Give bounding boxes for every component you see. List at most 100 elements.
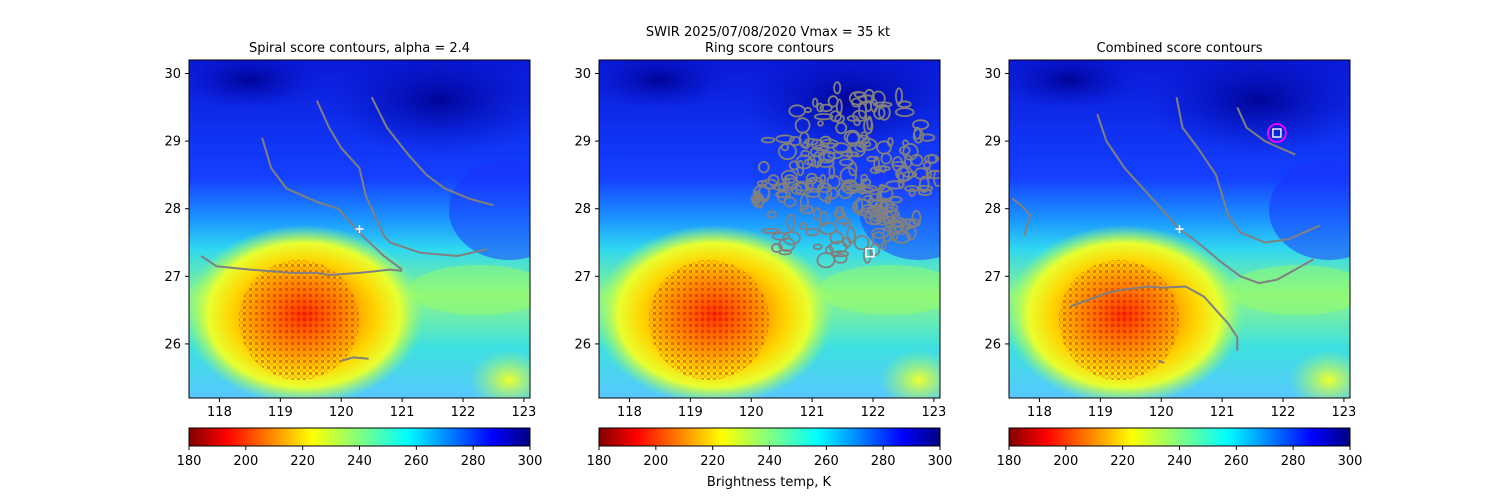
colorbar-tick-label: 260 xyxy=(1224,454,1249,469)
center-marker-circle xyxy=(1267,123,1287,143)
x-tick-label: 123 xyxy=(511,405,536,420)
ring-contour xyxy=(895,166,914,182)
panel-2: Ring score contours 118 119 120 121 122 123 26 2… xyxy=(574,41,953,469)
ring-contour xyxy=(788,104,806,118)
ring-contour xyxy=(834,114,845,124)
ring-contour xyxy=(838,185,853,200)
ring-contour xyxy=(799,193,809,211)
ring-contour xyxy=(831,250,850,258)
y-tick-label: 28 xyxy=(984,202,1001,217)
ring-contour xyxy=(866,155,878,163)
ring-contour xyxy=(905,225,917,241)
ring-contour xyxy=(923,154,940,164)
x-tick-label: 119 xyxy=(268,405,293,420)
ring-contour xyxy=(817,120,824,127)
panel-1: Spiral score contours, alpha = 2.4 118 119… xyxy=(164,41,542,469)
ring-contour xyxy=(766,210,777,219)
ring-contour xyxy=(848,161,858,177)
colorbar-tick-label: 300 xyxy=(928,454,953,469)
ring-contour xyxy=(829,230,844,245)
x-tick-label: 121 xyxy=(1210,405,1235,420)
ring-contour xyxy=(845,185,861,192)
ring-contour xyxy=(833,81,842,95)
ring-contour xyxy=(813,112,834,121)
ring-contour xyxy=(870,227,890,240)
ring-contour xyxy=(902,143,919,161)
y-tick-label: 28 xyxy=(164,202,181,217)
colorbar-tick-label: 220 xyxy=(1110,454,1135,469)
ring-contour xyxy=(879,164,887,173)
ring-contour xyxy=(780,143,789,152)
colorbar-gradient xyxy=(598,427,941,447)
colorbar-tick-label: 180 xyxy=(177,454,202,469)
ring-contour xyxy=(800,149,811,158)
colorbar-tick-label: 180 xyxy=(587,454,612,469)
colorbar-tick-label: 280 xyxy=(461,454,486,469)
y-tick-label: 30 xyxy=(984,67,1001,82)
colorbar-tick-label: 200 xyxy=(233,454,258,469)
brightness-temp-field xyxy=(599,60,940,398)
colorbar-tick-label: 200 xyxy=(1053,454,1078,469)
ring-contour xyxy=(893,210,901,224)
brightness-temp-image xyxy=(1009,60,1350,398)
ring-contour xyxy=(846,115,859,122)
x-tick-label: 123 xyxy=(921,405,946,420)
ring-contour xyxy=(775,134,795,144)
ring-contour xyxy=(816,102,824,113)
colorbar-tick-label: 260 xyxy=(404,454,429,469)
ring-contour xyxy=(819,138,839,149)
ring-contour xyxy=(926,169,940,180)
y-tick-label: 30 xyxy=(574,67,591,82)
y-tick-label: 29 xyxy=(164,135,181,150)
colorbar-tick-label: 300 xyxy=(1338,454,1363,469)
ring-contour xyxy=(805,176,825,191)
contour-line xyxy=(315,100,488,257)
ring-contour xyxy=(886,137,894,148)
panel-title: Combined score contours xyxy=(1097,41,1263,56)
x-tick-label: 120 xyxy=(1149,405,1174,420)
ring-contour xyxy=(756,180,768,187)
ring-contour xyxy=(833,253,848,264)
y-tick-label: 26 xyxy=(574,337,591,352)
ring-contour xyxy=(805,227,820,237)
brightness-temp-field xyxy=(1009,60,1350,398)
contour-line xyxy=(200,255,403,276)
ring-contour xyxy=(855,197,864,214)
x-tick-label: 120 xyxy=(329,405,354,420)
ring-contour xyxy=(853,198,872,213)
ring-contour xyxy=(916,184,934,192)
ring-contour xyxy=(771,232,791,241)
ring-contour xyxy=(805,172,818,185)
score-contours xyxy=(1011,97,1321,364)
score-contours xyxy=(750,81,940,269)
ring-contour xyxy=(882,206,899,221)
y-tick-label: 27 xyxy=(574,270,591,285)
axes-frame xyxy=(188,59,531,399)
x-tick-label: 118 xyxy=(617,405,642,420)
ring-contour xyxy=(760,136,776,144)
ring-contour xyxy=(833,210,847,219)
ring-contour xyxy=(894,107,915,117)
ring-contour xyxy=(877,184,890,193)
ring-contour xyxy=(880,152,892,165)
contour-line xyxy=(1011,197,1032,237)
ring-contour xyxy=(783,177,791,188)
colorbar-label: Brightness temp, K xyxy=(707,475,832,490)
ring-contour xyxy=(818,150,836,164)
colorbar-tick-label: 180 xyxy=(997,454,1022,469)
ring-contour xyxy=(798,222,808,230)
center-marker-square xyxy=(865,247,875,258)
colorbar: 180 200 220 240 260 280 300 xyxy=(177,427,542,469)
contour-line xyxy=(261,137,403,271)
x-tick-label: 119 xyxy=(678,405,703,420)
ring-contour xyxy=(786,213,796,231)
score-contours xyxy=(200,96,494,362)
colorbar-gradient xyxy=(188,427,531,447)
colorbar-tick-label: 240 xyxy=(347,454,372,469)
ring-contour xyxy=(775,190,792,199)
ring-contour xyxy=(873,106,886,120)
ring-contour xyxy=(873,155,880,173)
panels: Spiral score contours, alpha = 2.4 118 119… xyxy=(164,41,1363,469)
